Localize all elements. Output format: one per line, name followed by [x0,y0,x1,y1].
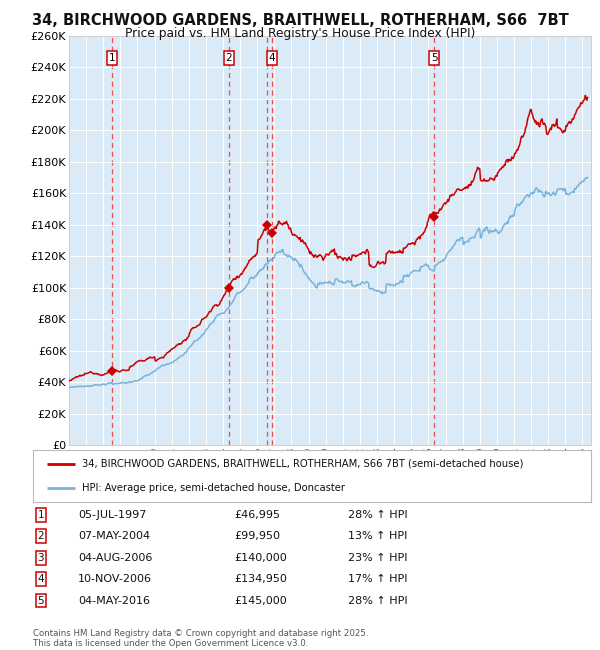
Text: 1: 1 [109,53,115,63]
Text: 34, BIRCHWOOD GARDENS, BRAITHWELL, ROTHERHAM, S66 7BT (semi-detached house): 34, BIRCHWOOD GARDENS, BRAITHWELL, ROTHE… [82,459,523,469]
Text: £140,000: £140,000 [234,552,287,563]
Text: £134,950: £134,950 [234,574,287,584]
Text: 05-JUL-1997: 05-JUL-1997 [78,510,146,520]
Text: 28% ↑ HPI: 28% ↑ HPI [348,510,407,520]
Text: 13% ↑ HPI: 13% ↑ HPI [348,531,407,541]
Text: 34, BIRCHWOOD GARDENS, BRAITHWELL, ROTHERHAM, S66  7BT: 34, BIRCHWOOD GARDENS, BRAITHWELL, ROTHE… [32,13,568,28]
Text: £145,000: £145,000 [234,595,287,606]
Text: 5: 5 [431,53,437,63]
Text: 28% ↑ HPI: 28% ↑ HPI [348,595,407,606]
Text: 23% ↑ HPI: 23% ↑ HPI [348,552,407,563]
Text: 04-AUG-2006: 04-AUG-2006 [78,552,152,563]
Text: Contains HM Land Registry data © Crown copyright and database right 2025.
This d: Contains HM Land Registry data © Crown c… [33,629,368,648]
Text: 10-NOV-2006: 10-NOV-2006 [78,574,152,584]
Text: 3: 3 [37,552,44,563]
Text: £46,995: £46,995 [234,510,280,520]
Text: 04-MAY-2016: 04-MAY-2016 [78,595,150,606]
Text: 2: 2 [37,531,44,541]
Text: 07-MAY-2004: 07-MAY-2004 [78,531,150,541]
Text: 2: 2 [226,53,232,63]
Text: 4: 4 [37,574,44,584]
Text: 17% ↑ HPI: 17% ↑ HPI [348,574,407,584]
Text: £99,950: £99,950 [234,531,280,541]
Text: Price paid vs. HM Land Registry's House Price Index (HPI): Price paid vs. HM Land Registry's House … [125,27,475,40]
Text: 5: 5 [37,595,44,606]
Text: 1: 1 [37,510,44,520]
Text: HPI: Average price, semi-detached house, Doncaster: HPI: Average price, semi-detached house,… [82,483,345,493]
Text: 4: 4 [268,53,275,63]
